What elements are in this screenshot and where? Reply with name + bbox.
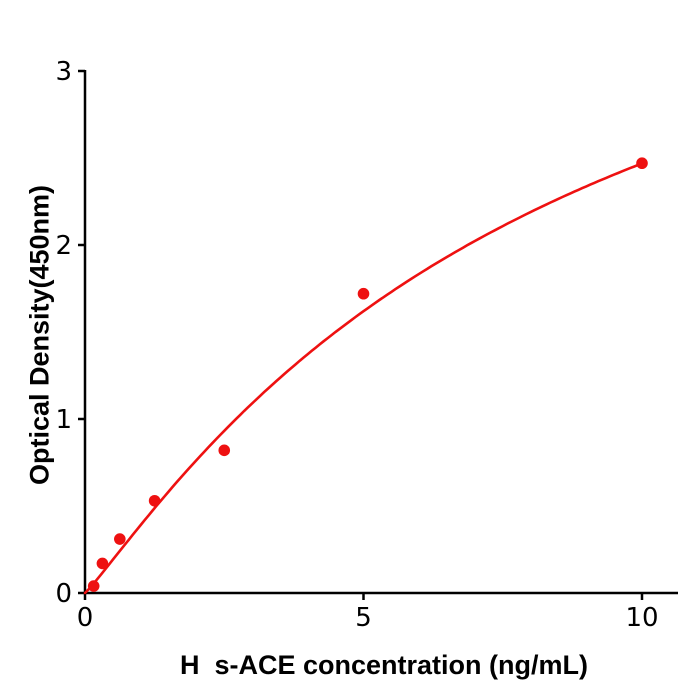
axes-spines — [83, 70, 678, 595]
data-point — [148, 494, 161, 507]
fit-curve — [83, 162, 644, 595]
x-axis-title: H s-ACE concentration (ng/mL) — [179, 650, 589, 680]
y-axis-title: Optical Density(450nm) — [24, 184, 55, 486]
x-tick-label: 0 — [77, 603, 94, 633]
data-point — [96, 557, 109, 570]
y-tick-label: 3 — [55, 57, 72, 87]
y-tick-label: 0 — [55, 579, 72, 609]
data-point — [357, 287, 370, 300]
x-tick-label: 5 — [355, 603, 372, 633]
data-point — [114, 533, 126, 545]
data-point — [636, 157, 648, 170]
y-tick-label: 2 — [55, 231, 72, 261]
y-tick-label: 1 — [55, 405, 72, 435]
data-point — [87, 580, 100, 592]
data-point — [218, 444, 231, 457]
x-tick-label: 10 — [625, 603, 658, 633]
